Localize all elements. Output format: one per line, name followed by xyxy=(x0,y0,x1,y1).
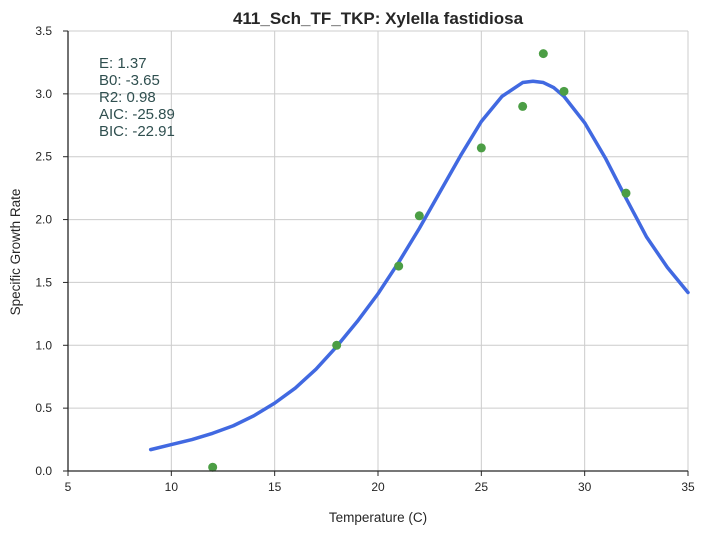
x-tick-label: 15 xyxy=(268,480,282,494)
grid-lines xyxy=(67,30,689,472)
data-point xyxy=(559,86,569,96)
data-point xyxy=(332,340,342,350)
stat-bic: BIC: -22.91 xyxy=(99,123,175,140)
y-tick-label: 2.5 xyxy=(35,150,52,164)
x-tick-label: 20 xyxy=(371,480,385,494)
x-tick-label: 35 xyxy=(681,480,695,494)
y-tick-labels: 0.0 0.5 1.0 1.5 2.0 2.5 3.0 3.5 xyxy=(35,24,52,478)
stat-r2: R2: 0.98 xyxy=(99,89,156,106)
fitted-curve xyxy=(148,79,690,452)
data-point xyxy=(414,211,424,221)
y-tick-label: 2.0 xyxy=(35,213,52,227)
chart-title: 411_Sch_TF_TKP: Xylella fastidiosa xyxy=(233,9,524,28)
data-point xyxy=(394,261,404,271)
data-point xyxy=(476,143,486,153)
x-tick-label: 30 xyxy=(578,480,592,494)
stat-e: E: 1.37 xyxy=(99,55,147,72)
data-point xyxy=(518,101,528,111)
fitted-curve-layer xyxy=(148,79,690,452)
y-tick-label: 1.0 xyxy=(35,338,52,352)
y-tick-label: 0.0 xyxy=(35,464,52,478)
x-tick-labels: 5 10 15 20 25 30 35 xyxy=(65,480,695,494)
axes xyxy=(63,30,689,476)
x-axis-label: Temperature (C) xyxy=(329,510,427,525)
y-tick-label: 3.0 xyxy=(35,87,52,101)
y-tick-label: 3.5 xyxy=(35,24,52,38)
x-tick-label: 25 xyxy=(475,480,489,494)
data-point xyxy=(621,188,631,198)
x-tick-label: 5 xyxy=(65,480,72,494)
data-point xyxy=(208,462,218,472)
stat-b0: B0: -3.65 xyxy=(99,72,160,89)
fit-statistics: E: 1.37 B0: -3.65 R2: 0.98 AIC: -25.89 B… xyxy=(99,55,175,140)
y-tick-label: 1.5 xyxy=(35,275,52,289)
x-tick-label: 10 xyxy=(165,480,179,494)
stat-aic: AIC: -25.89 xyxy=(99,106,175,123)
data-point xyxy=(538,49,548,59)
y-axis-label: Specific Growth Rate xyxy=(8,189,23,316)
data-points-layer xyxy=(208,49,631,472)
y-tick-label: 0.5 xyxy=(35,401,52,415)
